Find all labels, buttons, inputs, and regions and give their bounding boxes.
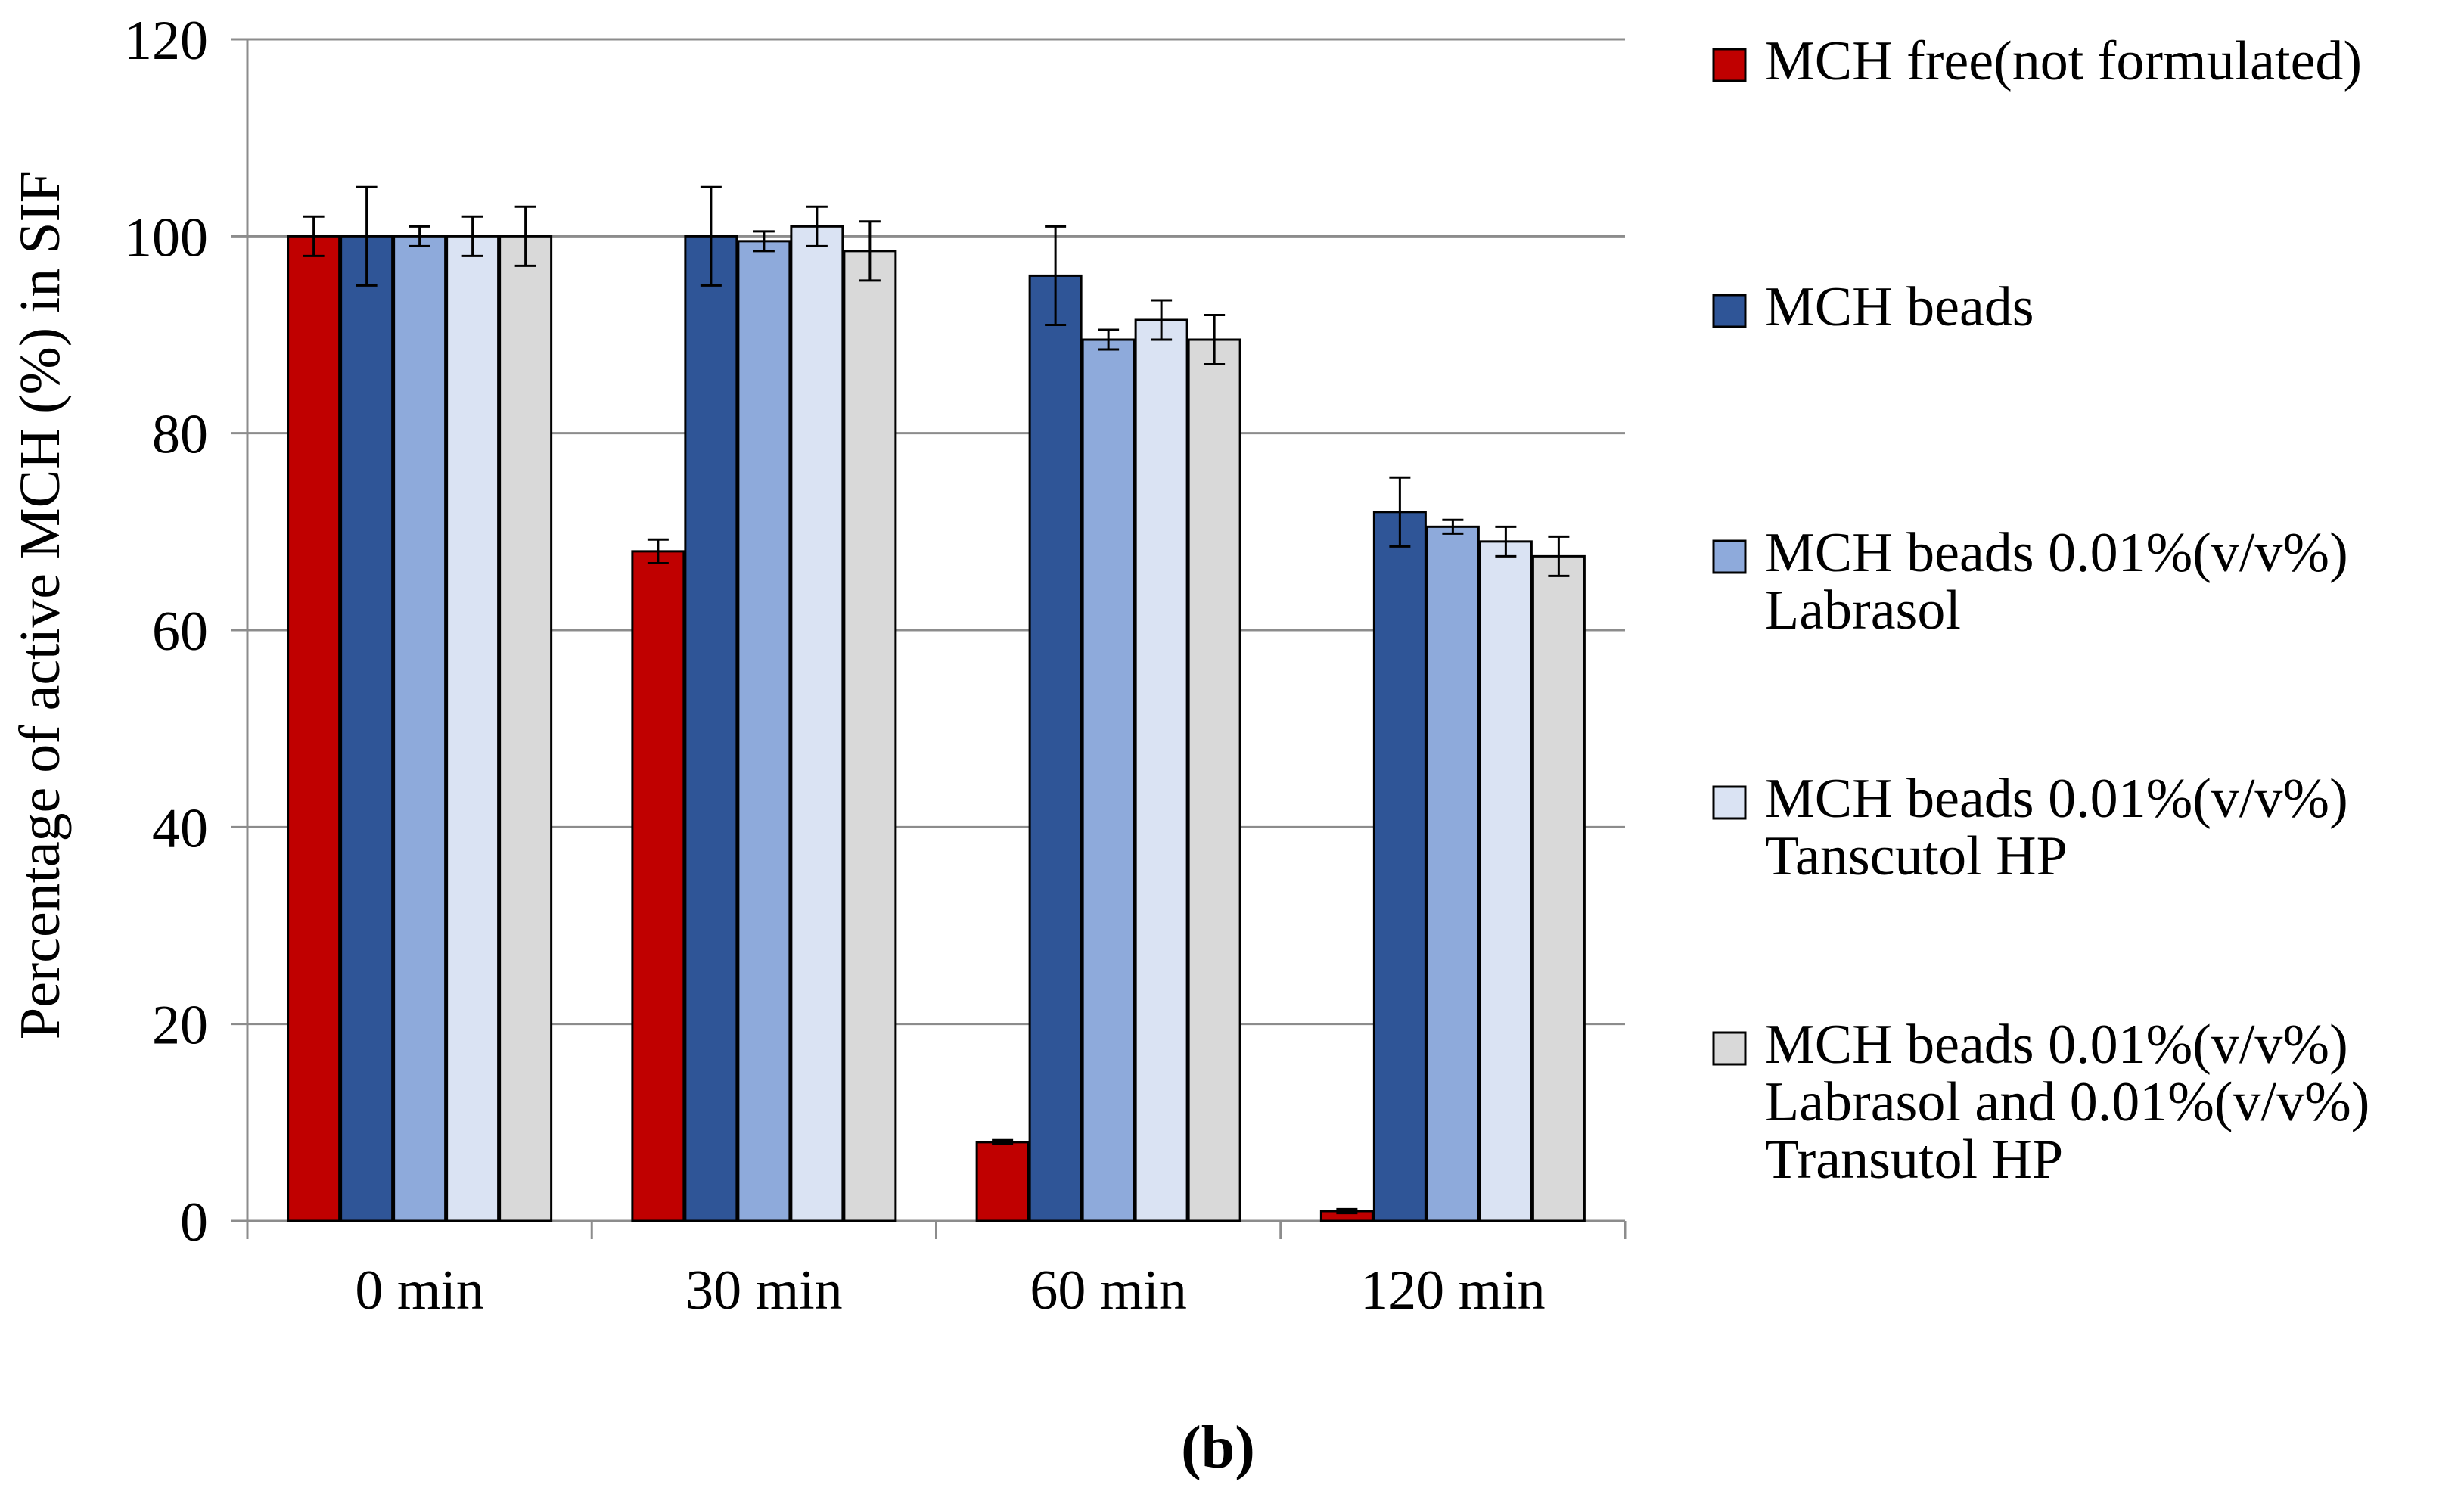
x-tick-label: 0 min [355, 1259, 484, 1322]
x-tick-label: 120 min [1360, 1259, 1546, 1322]
bar [1081, 338, 1136, 1222]
y-tick-label: 80 [152, 404, 208, 466]
bar [975, 1141, 1030, 1222]
legend-label: Labrasol [1765, 579, 1961, 641]
bar [499, 235, 553, 1222]
bar [1134, 318, 1188, 1222]
x-tick-labels: 0 min 30 min 60 min 120 min [355, 1259, 1545, 1322]
bar [684, 235, 738, 1222]
y-tick-label: 120 [124, 10, 208, 72]
bars [287, 225, 1586, 1222]
legend-label: MCH beads 0.01%(v/v%) [1765, 1014, 2348, 1076]
legend-label: Tanscutol HP [1765, 825, 2068, 887]
legend-swatch [1712, 48, 1747, 82]
y-tick-label: 20 [152, 995, 208, 1057]
bar [737, 240, 791, 1222]
legend-swatch [1712, 294, 1747, 328]
legend-label: Labrasol and 0.01%(v/v%) [1765, 1071, 2369, 1133]
bar [1425, 525, 1480, 1222]
bar [287, 235, 341, 1222]
y-tick-label: 100 [124, 207, 208, 269]
x-tick-label: 60 min [1030, 1259, 1187, 1322]
legend-label: MCH beads [1765, 276, 2034, 338]
bar [340, 235, 394, 1222]
legend-swatch [1712, 1031, 1747, 1066]
x-tick-label: 30 min [685, 1259, 843, 1322]
legend-label: MCH free(not formulated) [1765, 30, 2362, 92]
bar [790, 225, 844, 1222]
legend-swatch [1712, 539, 1747, 574]
y-tick-label: 40 [152, 797, 208, 859]
legend-label: MCH beads 0.01%(v/v%) [1765, 768, 2348, 830]
bar [631, 550, 685, 1222]
bar [1478, 540, 1533, 1222]
error-bars [303, 185, 1570, 1215]
legend: MCH free(not formulated) MCH beads MCH bea… [1712, 30, 2369, 1191]
y-tick-label: 60 [152, 601, 208, 663]
legend-label: MCH beads 0.01%(v/v%) [1765, 522, 2348, 584]
bar [1372, 511, 1427, 1222]
bar [1028, 274, 1083, 1222]
legend-swatch [1712, 785, 1747, 820]
panel-label: (b) [1181, 1415, 1255, 1481]
y-axis-title: Percentage of active MCH (%) in SIF [8, 171, 72, 1039]
bar [1531, 554, 1586, 1222]
bar [1187, 338, 1241, 1222]
y-tick-label: 0 [180, 1191, 208, 1253]
bar [843, 250, 897, 1222]
legend-label: Transutol HP [1765, 1129, 2063, 1191]
bar [393, 235, 447, 1222]
bar [446, 235, 500, 1222]
y-tick-labels: 0 20 40 60 80 100 120 [124, 10, 208, 1253]
